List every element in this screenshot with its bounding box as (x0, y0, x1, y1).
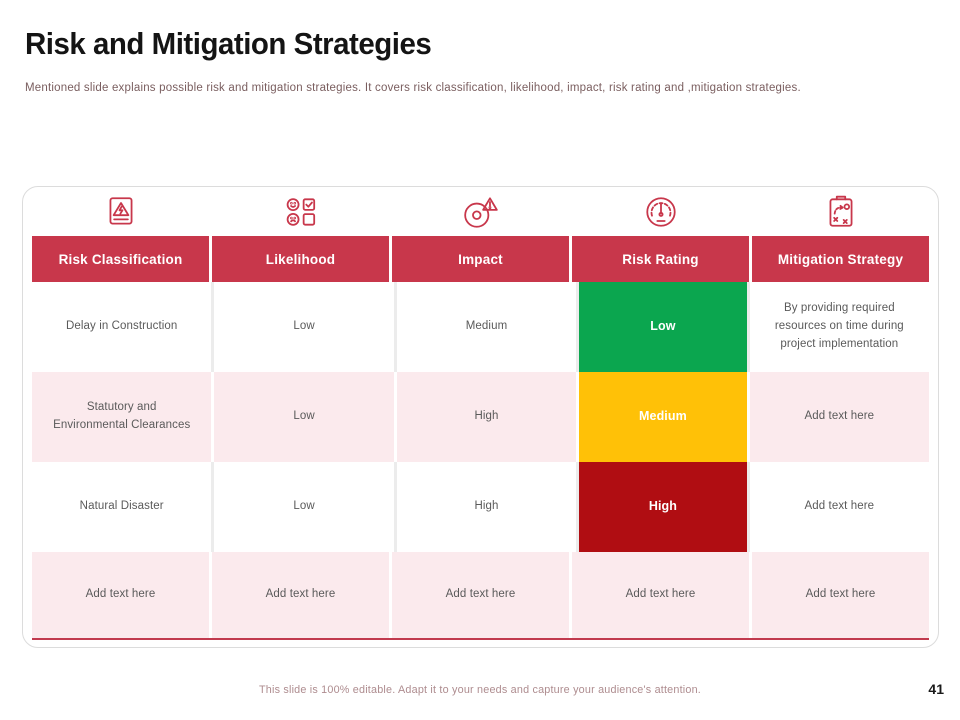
table-body: Delay in Construction Low Medium Low By prov… (32, 282, 930, 638)
table-bottom-rule (32, 638, 929, 640)
mitigation-strategy-icon (752, 193, 929, 231)
column-header-impact: Impact (392, 236, 569, 282)
table-row: Delay in Construction Low Medium Low By prov… (32, 282, 930, 372)
table-cell: Medium (396, 282, 577, 372)
table-cell[interactable]: Add text here (392, 552, 569, 638)
table-row: Statutory and Environmental Clearances Lo… (32, 372, 930, 462)
rating-cell: Medium (579, 372, 747, 462)
table-row: Natural Disaster Low High High Add text here (32, 462, 930, 552)
risk-table-panel: Risk Classification Likelihood Impact Ri… (22, 186, 939, 648)
table-cell: High (396, 372, 577, 462)
table-cell: By providing required resources on time … (749, 282, 930, 372)
table-cell: Low (214, 282, 394, 372)
table-cell[interactable]: Add text here (572, 552, 749, 638)
slide-description: Mentioned slide explains possible risk a… (25, 82, 801, 94)
table-cell[interactable]: Add text here (749, 462, 930, 552)
table-header-row: Risk Classification Likelihood Impact Ri… (32, 236, 929, 282)
risk-classification-icon (32, 193, 209, 231)
page-number: 41 (928, 681, 944, 697)
impact-icon (392, 193, 569, 231)
column-header-risk-rating: Risk Rating (572, 236, 749, 282)
table-cell[interactable]: Add text here (752, 552, 929, 638)
column-header-mitigation-strategy: Mitigation Strategy (752, 236, 929, 282)
column-icons-row (32, 187, 929, 236)
rating-cell: High (579, 462, 747, 552)
column-header-likelihood: Likelihood (212, 236, 389, 282)
rating-cell: Low (579, 282, 747, 372)
column-header-risk-classification: Risk Classification (32, 236, 209, 282)
likelihood-icon (212, 193, 389, 231)
table-row: Add text here Add text here Add text here A… (32, 552, 929, 638)
table-cell: High (396, 462, 577, 552)
table-cell: Statutory and Environmental Clearances (32, 372, 212, 462)
editable-note: This slide is 100% editable. Adapt it to… (258, 684, 701, 696)
risk-rating-icon (572, 193, 749, 231)
table-cell: Low (214, 462, 394, 552)
page-title: Risk and Mitigation Strategies (25, 26, 432, 61)
table-cell[interactable]: Add text here (749, 372, 930, 462)
table-cell[interactable]: Add text here (32, 552, 209, 638)
table-cell: Natural Disaster (32, 462, 212, 552)
table-cell: Low (214, 372, 394, 462)
table-cell[interactable]: Add text here (212, 552, 389, 638)
table-cell: Delay in Construction (32, 282, 212, 372)
